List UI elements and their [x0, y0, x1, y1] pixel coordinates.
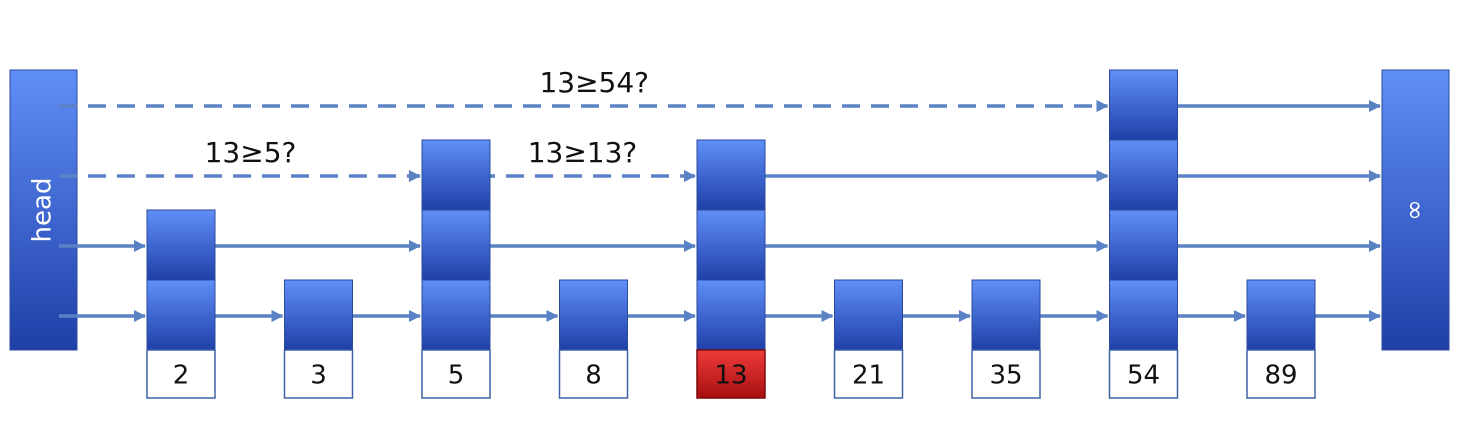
- tail-label: ∞: [1400, 199, 1430, 221]
- node-89-key-label: 89: [1264, 361, 1297, 391]
- node-2-key-label: 2: [173, 361, 190, 391]
- node-13-level-1: [697, 280, 765, 350]
- node-54-level-2: [1110, 210, 1178, 280]
- node-89-level-1: [1247, 280, 1315, 350]
- node-8-key-label: 8: [585, 361, 602, 391]
- node-54-level-3: [1110, 140, 1178, 210]
- node-8-level-1: [560, 280, 628, 350]
- node-21: 21: [835, 280, 903, 398]
- node-5-level-2: [422, 210, 490, 280]
- node-13-key-label: 13: [714, 361, 747, 391]
- search-query-5-to-13: 13≥13?: [528, 136, 638, 169]
- head-label: head: [28, 178, 58, 243]
- node-5-level-1: [422, 280, 490, 350]
- node-21-key-label: 21: [852, 361, 885, 391]
- node-13-level-3: [697, 140, 765, 210]
- node-8: 8: [560, 280, 628, 398]
- head-sentinel: head: [10, 70, 77, 350]
- node-3: 3: [285, 280, 353, 398]
- node-54-level-4: [1110, 70, 1178, 140]
- node-54: 54: [1110, 70, 1178, 398]
- node-3-key-label: 3: [310, 361, 327, 391]
- node-2: 2: [147, 210, 215, 398]
- node-5-key-label: 5: [448, 361, 465, 391]
- node-5-level-3: [422, 140, 490, 210]
- node-21-level-1: [835, 280, 903, 350]
- node-2-level-1: [147, 280, 215, 350]
- node-5: 5: [422, 140, 490, 398]
- node-13: 13: [697, 140, 765, 398]
- node-2-level-2: [147, 210, 215, 280]
- node-3-level-1: [285, 280, 353, 350]
- node-35-key-label: 35: [989, 361, 1022, 391]
- node-35-level-1: [972, 280, 1040, 350]
- node-89: 89: [1247, 280, 1315, 398]
- node-13-level-2: [697, 210, 765, 280]
- search-query-head-to-5: 13≥5?: [205, 136, 297, 169]
- node-35: 35: [972, 280, 1040, 398]
- search-query-head-to-54: 13≥54?: [539, 66, 649, 99]
- tail-sentinel: ∞: [1382, 70, 1449, 350]
- node-54-level-1: [1110, 280, 1178, 350]
- node-54-key-label: 54: [1127, 361, 1160, 391]
- nodes-layer: 2 3 5 8 13 21 35 54 89: [147, 70, 1315, 398]
